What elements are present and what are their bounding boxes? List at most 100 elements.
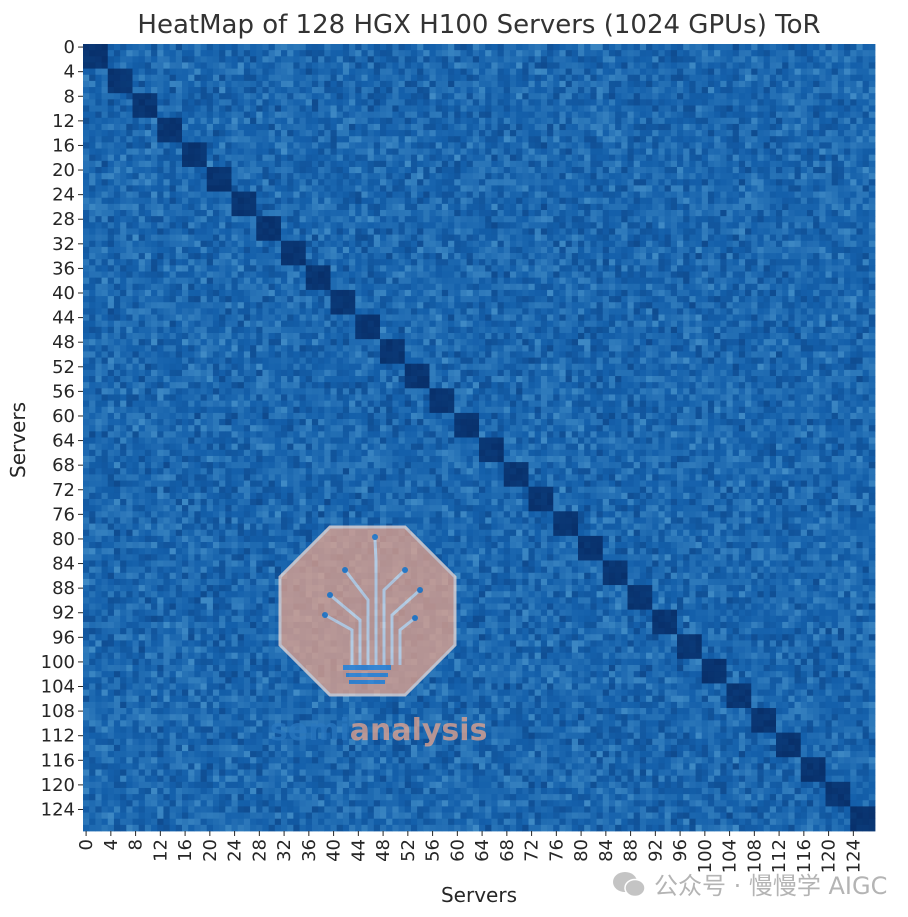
- heatmap-cell: [473, 259, 480, 266]
- heatmap-cell: [609, 204, 616, 211]
- heatmap-cell: [826, 105, 833, 112]
- heatmap-cell: [856, 118, 863, 125]
- heatmap-cell: [126, 179, 133, 186]
- heatmap-cell: [628, 112, 635, 119]
- heatmap-cell: [782, 136, 789, 143]
- heatmap-cell: [522, 44, 529, 51]
- heatmap-cell: [603, 210, 610, 217]
- heatmap-cell: [170, 185, 177, 192]
- heatmap-cell: [374, 247, 381, 254]
- heatmap-cell: [801, 161, 808, 168]
- heatmap-cell: [163, 228, 170, 235]
- heatmap-cell: [844, 99, 851, 106]
- heatmap-cell: [83, 173, 90, 180]
- heatmap-cell: [324, 136, 331, 143]
- heatmap-cell: [430, 179, 437, 186]
- heatmap-cell: [250, 179, 257, 186]
- heatmap-cell: [590, 142, 597, 149]
- heatmap-cell: [95, 130, 102, 137]
- heatmap-cell: [776, 228, 783, 235]
- heatmap-cell: [392, 142, 399, 149]
- heatmap-cell: [399, 99, 406, 106]
- heatmap-cell: [114, 161, 121, 168]
- heatmap-cell: [764, 142, 771, 149]
- heatmap-cell: [646, 69, 653, 76]
- heatmap-cell: [188, 253, 195, 260]
- heatmap-cell: [745, 130, 752, 137]
- heatmap-cell: [788, 56, 795, 63]
- heatmap-cell: [572, 271, 579, 278]
- heatmap-cell: [807, 173, 814, 180]
- heatmap-cell: [720, 81, 727, 88]
- heatmap-cell: [275, 75, 282, 82]
- heatmap-cell: [671, 265, 678, 272]
- heatmap-cell: [361, 69, 368, 76]
- heatmap-cell: [238, 161, 245, 168]
- heatmap-cell: [188, 69, 195, 76]
- heatmap-cell: [522, 271, 529, 278]
- heatmap-cell: [250, 50, 257, 57]
- heatmap-cell: [491, 93, 498, 100]
- heatmap-cell: [262, 81, 269, 88]
- heatmap-cell: [795, 167, 802, 174]
- heatmap-cell: [832, 204, 839, 211]
- heatmap-cell: [306, 118, 313, 125]
- heatmap-cell: [83, 179, 90, 186]
- heatmap-cell: [454, 105, 461, 112]
- heatmap-cell: [801, 142, 808, 149]
- heatmap-cell: [597, 222, 604, 229]
- heatmap-cell: [355, 247, 362, 254]
- heatmap-cell: [658, 235, 665, 242]
- heatmap-cell: [405, 136, 412, 143]
- heatmap-cell: [547, 173, 554, 180]
- heatmap-cell: [751, 253, 758, 260]
- heatmap-cell: [244, 118, 251, 125]
- heatmap-cell: [628, 192, 635, 199]
- heatmap-cell: [553, 241, 560, 248]
- heatmap-cell: [343, 142, 350, 149]
- heatmap-cell: [714, 56, 721, 63]
- heatmap-cell: [368, 81, 375, 88]
- heatmap-cell: [838, 161, 845, 168]
- heatmap-cell: [287, 198, 294, 205]
- heatmap-cell: [535, 81, 542, 88]
- heatmap-cell: [89, 210, 96, 217]
- heatmap-cell: [844, 112, 851, 119]
- heatmap-cell: [665, 149, 672, 156]
- heatmap-cell: [126, 216, 133, 223]
- heatmap-cell: [108, 124, 115, 131]
- heatmap-cell: [300, 161, 307, 168]
- heatmap-cell: [219, 124, 226, 131]
- heatmap-cell: [535, 167, 542, 174]
- heatmap-cell: [324, 161, 331, 168]
- heatmap-cell: [584, 228, 591, 235]
- heatmap-cell: [869, 271, 876, 278]
- heatmap-cell: [714, 149, 721, 156]
- heatmap-cell: [652, 118, 659, 125]
- heatmap-cell: [652, 222, 659, 229]
- heatmap-cell: [312, 210, 319, 217]
- heatmap-cell: [306, 265, 313, 272]
- heatmap-cell: [250, 265, 257, 272]
- heatmap-cell: [281, 185, 288, 192]
- heatmap-cell: [163, 216, 170, 223]
- heatmap-cell: [559, 235, 566, 242]
- heatmap-cell: [232, 118, 239, 125]
- heatmap-cell: [609, 167, 616, 174]
- heatmap-cell: [572, 56, 579, 63]
- heatmap-cell: [720, 44, 727, 51]
- heatmap-cell: [696, 179, 703, 186]
- heatmap-cell: [287, 161, 294, 168]
- heatmap-cell: [219, 179, 226, 186]
- heatmap-cell: [454, 278, 461, 285]
- heatmap-cell: [770, 99, 777, 106]
- heatmap-cell: [417, 167, 424, 174]
- heatmap-cell: [572, 75, 579, 82]
- heatmap-cell: [683, 112, 690, 119]
- heatmap-cell: [355, 130, 362, 137]
- heatmap-cell: [188, 241, 195, 248]
- heatmap-cell: [411, 173, 418, 180]
- heatmap-cell: [225, 105, 232, 112]
- heatmap-cell: [188, 142, 195, 149]
- heatmap-cell: [683, 265, 690, 272]
